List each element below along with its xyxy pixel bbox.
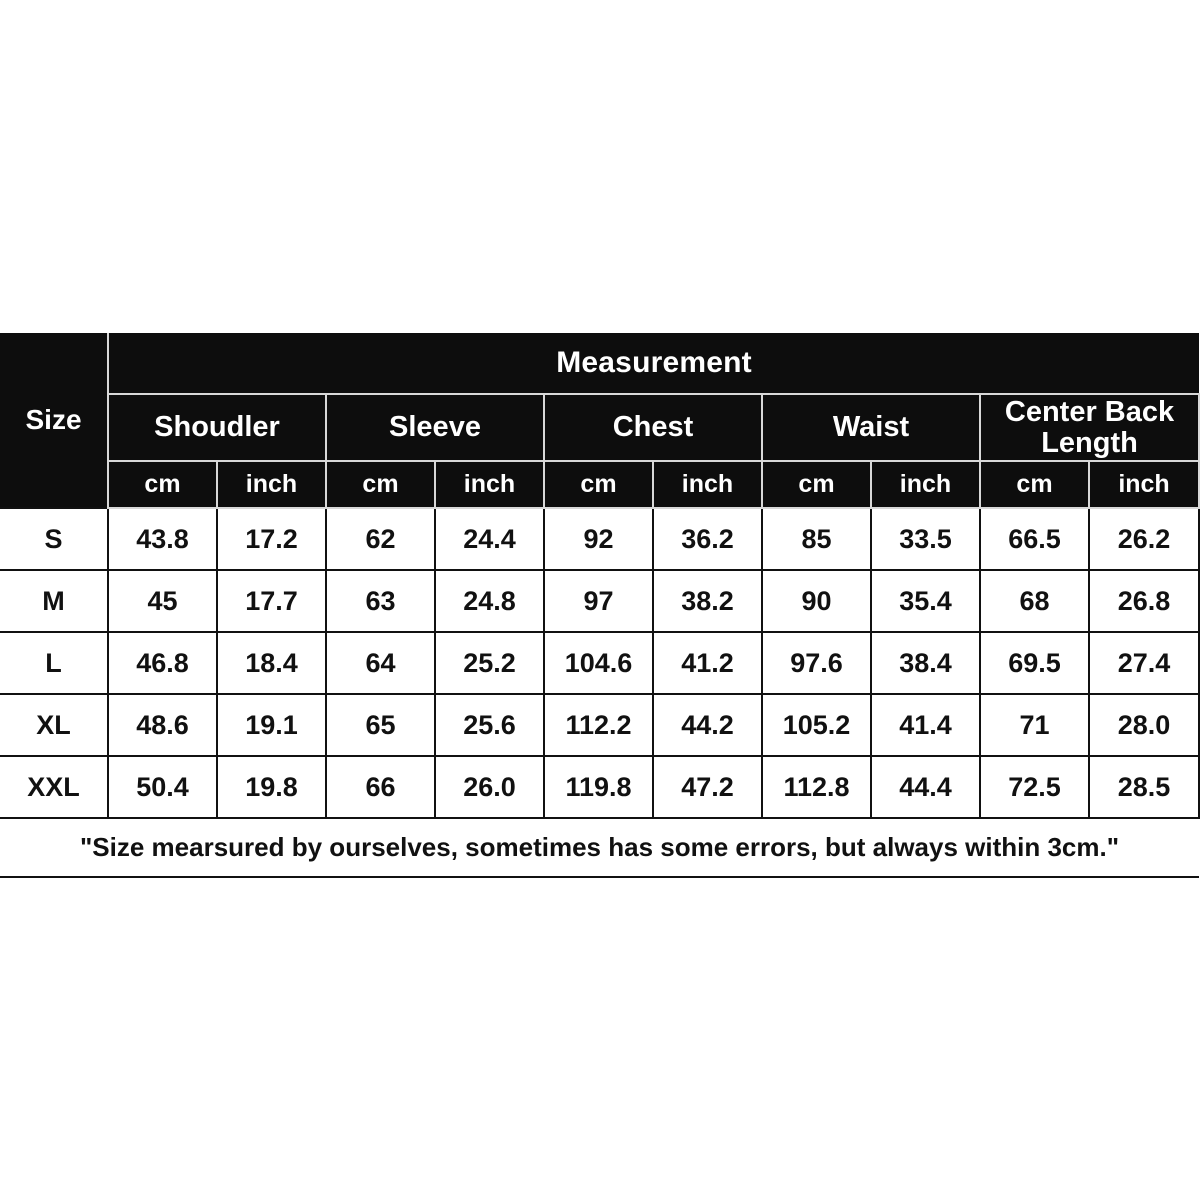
- table-body: S 43.8 17.2 62 24.4 92 36.2 85 33.5 66.5…: [0, 507, 1200, 878]
- cell-chest-inch: 41.2: [652, 631, 763, 695]
- header-unit-waist-cm: cm: [761, 460, 872, 509]
- cell-chest-inch: 36.2: [652, 507, 763, 571]
- header-group-center-back-length: Center Back Length: [978, 393, 1200, 462]
- cell-chest-cm: 119.8: [543, 755, 654, 819]
- cell-shoulder-cm: 50.4: [107, 755, 218, 819]
- cell-cbl-inch: 26.2: [1087, 507, 1200, 571]
- header-unit-chest-inch: inch: [652, 460, 763, 509]
- cell-waist-cm: 90: [761, 569, 872, 633]
- header-group-chest: Chest: [543, 393, 763, 462]
- header-row-units: cm inch cm inch cm inch cm inch cm inch: [0, 460, 1200, 509]
- size-chart-container: Size Measurement Shoudler Sleeve Chest W…: [0, 333, 1200, 878]
- cell-waist-inch: 38.4: [870, 631, 981, 695]
- cell-waist-inch: 41.4: [870, 693, 981, 757]
- table-row: S 43.8 17.2 62 24.4 92 36.2 85 33.5 66.5…: [0, 507, 1200, 571]
- header-unit-cbl-inch: inch: [1087, 460, 1200, 509]
- cell-shoulder-cm: 46.8: [107, 631, 218, 695]
- cell-waist-cm: 85: [761, 507, 872, 571]
- table-row: L 46.8 18.4 64 25.2 104.6 41.2 97.6 38.4…: [0, 631, 1200, 695]
- cell-cbl-inch: 27.4: [1087, 631, 1200, 695]
- table-row: XL 48.6 19.1 65 25.6 112.2 44.2 105.2 41…: [0, 693, 1200, 757]
- table-header: Size Measurement Shoudler Sleeve Chest W…: [0, 333, 1200, 509]
- cell-cbl-inch: 28.0: [1087, 693, 1200, 757]
- cell-shoulder-inch: 18.4: [216, 631, 327, 695]
- cell-shoulder-cm: 43.8: [107, 507, 218, 571]
- header-group-sleeve: Sleeve: [325, 393, 545, 462]
- cell-waist-inch: 35.4: [870, 569, 981, 633]
- table-row: M 45 17.7 63 24.8 97 38.2 90 35.4 68 26.…: [0, 569, 1200, 633]
- cell-cbl-inch: 26.8: [1087, 569, 1200, 633]
- cell-shoulder-inch: 17.7: [216, 569, 327, 633]
- cell-cbl-inch: 28.5: [1087, 755, 1200, 819]
- cell-chest-cm: 92: [543, 507, 654, 571]
- cell-sleeve-inch: 24.4: [434, 507, 545, 571]
- row-size-label: S: [0, 507, 109, 571]
- cell-cbl-cm: 66.5: [979, 507, 1090, 571]
- cell-chest-cm: 104.6: [543, 631, 654, 695]
- cell-waist-cm: 105.2: [761, 693, 872, 757]
- header-unit-waist-inch: inch: [870, 460, 981, 509]
- cell-cbl-cm: 71: [979, 693, 1090, 757]
- cell-waist-inch: 33.5: [870, 507, 981, 571]
- cell-chest-inch: 38.2: [652, 569, 763, 633]
- size-chart-footnote: "Size mearsured by ourselves, sometimes …: [0, 817, 1200, 878]
- header-row-title: Size Measurement: [0, 333, 1200, 508]
- cell-chest-cm: 97: [543, 569, 654, 633]
- header-unit-chest-cm: cm: [543, 460, 654, 509]
- footnote-row: "Size mearsured by ourselves, sometimes …: [0, 817, 1200, 878]
- header-unit-sleeve-inch: inch: [434, 460, 545, 509]
- cell-cbl-cm: 68: [979, 569, 1090, 633]
- size-chart-table: Size Measurement Shoudler Sleeve Chest W…: [0, 333, 1200, 878]
- cell-sleeve-inch: 26.0: [434, 755, 545, 819]
- cell-sleeve-cm: 62: [325, 507, 436, 571]
- header-group-waist: Waist: [761, 393, 981, 462]
- cell-waist-cm: 112.8: [761, 755, 872, 819]
- cell-chest-inch: 44.2: [652, 693, 763, 757]
- row-size-label: XL: [0, 693, 109, 757]
- cell-chest-cm: 112.2: [543, 693, 654, 757]
- cell-sleeve-cm: 65: [325, 693, 436, 757]
- header-unit-shoulder-inch: inch: [216, 460, 327, 509]
- header-row-groups: Shoudler Sleeve Chest Waist Center Back …: [0, 393, 1200, 462]
- cell-shoulder-inch: 19.8: [216, 755, 327, 819]
- cell-shoulder-inch: 19.1: [216, 693, 327, 757]
- cell-shoulder-cm: 48.6: [107, 693, 218, 757]
- cell-cbl-cm: 72.5: [979, 755, 1090, 819]
- cell-sleeve-cm: 63: [325, 569, 436, 633]
- header-unit-cbl-cm: cm: [979, 460, 1090, 509]
- cell-waist-inch: 44.4: [870, 755, 981, 819]
- cell-shoulder-inch: 17.2: [216, 507, 327, 571]
- cell-cbl-cm: 69.5: [979, 631, 1090, 695]
- header-size: Size: [0, 333, 109, 508]
- cell-sleeve-cm: 66: [325, 755, 436, 819]
- cell-sleeve-inch: 25.2: [434, 631, 545, 695]
- cell-sleeve-inch: 24.8: [434, 569, 545, 633]
- header-measurement-title: Measurement: [108, 333, 1200, 394]
- cell-sleeve-inch: 25.6: [434, 693, 545, 757]
- row-size-label: XXL: [0, 755, 109, 819]
- table-row: XXL 50.4 19.8 66 26.0 119.8 47.2 112.8 4…: [0, 755, 1200, 819]
- cell-sleeve-cm: 64: [325, 631, 436, 695]
- cell-waist-cm: 97.6: [761, 631, 872, 695]
- row-size-label: L: [0, 631, 109, 695]
- header-unit-sleeve-cm: cm: [325, 460, 436, 509]
- cell-shoulder-cm: 45: [107, 569, 218, 633]
- cell-chest-inch: 47.2: [652, 755, 763, 819]
- header-group-shoulder: Shoudler: [107, 393, 327, 462]
- row-size-label: M: [0, 569, 109, 633]
- header-unit-shoulder-cm: cm: [107, 460, 218, 509]
